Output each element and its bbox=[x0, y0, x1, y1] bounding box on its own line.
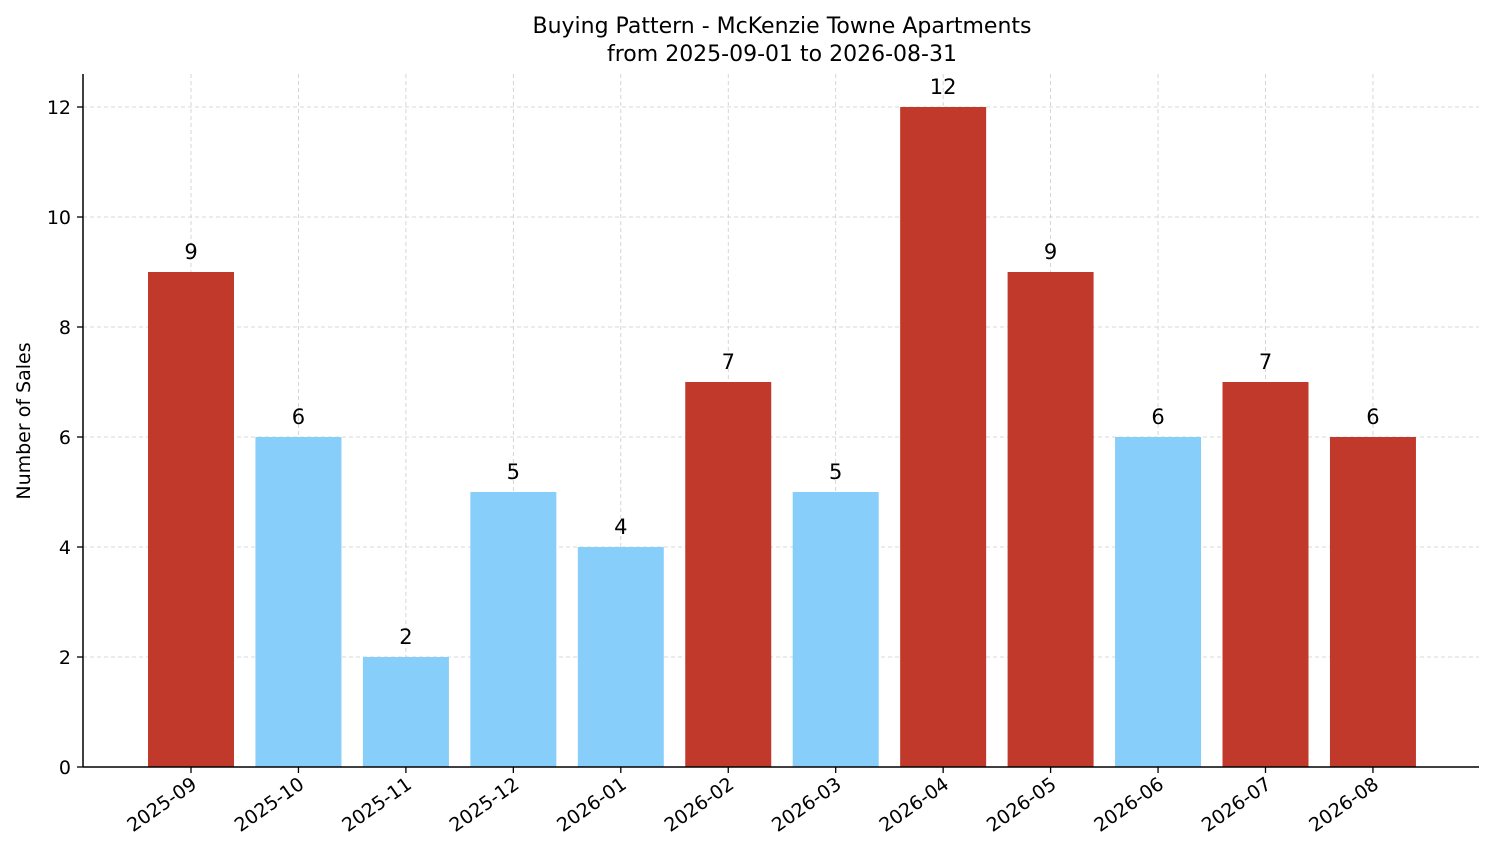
x-tick-label: 2026-06 bbox=[1090, 773, 1168, 837]
bar-2026-07 bbox=[1222, 382, 1309, 767]
bar-value-label: 6 bbox=[1151, 405, 1164, 429]
chart-title-line-2: from 2025-09-01 to 2026-08-31 bbox=[607, 42, 957, 67]
bar-2025-12 bbox=[470, 492, 557, 767]
y-tick-label: 0 bbox=[59, 757, 71, 779]
bar-value-label: 12 bbox=[930, 75, 957, 99]
bar-2026-08 bbox=[1329, 437, 1416, 767]
x-tick-label: 2026-03 bbox=[768, 773, 846, 837]
bar-2026-05 bbox=[1007, 272, 1094, 767]
y-tick-label: 12 bbox=[47, 97, 71, 119]
x-tick-label: 2025-12 bbox=[446, 773, 524, 837]
x-tick-label: 2025-10 bbox=[231, 773, 309, 837]
y-tick-label: 4 bbox=[59, 537, 71, 559]
bar-2026-04 bbox=[900, 107, 987, 767]
bar-value-label: 5 bbox=[829, 460, 842, 484]
y-tick-label: 2 bbox=[59, 647, 71, 669]
x-tick-label: 2026-02 bbox=[660, 773, 738, 837]
bar-value-label: 9 bbox=[1044, 240, 1057, 264]
y-tick-label: 8 bbox=[59, 317, 71, 339]
y-tick-label: 10 bbox=[47, 207, 71, 229]
bar-value-label: 4 bbox=[614, 515, 627, 539]
bar-value-label: 6 bbox=[292, 405, 305, 429]
data-labels: 9 6 2 5 4 7 5 12 9 6 7 6 bbox=[184, 75, 1379, 649]
chart-title: Buying Pattern - McKenzie Towne Apartmen… bbox=[532, 14, 1031, 67]
bar-value-label: 7 bbox=[722, 350, 735, 374]
bar-value-label: 6 bbox=[1366, 405, 1379, 429]
bar-2026-02 bbox=[685, 382, 772, 767]
bar-value-label: 7 bbox=[1259, 350, 1272, 374]
x-tick-label: 2026-04 bbox=[875, 773, 953, 837]
x-tick-label: 2026-05 bbox=[983, 773, 1061, 837]
y-axis-label: Number of Sales bbox=[13, 342, 35, 499]
chart-title-line-1: Buying Pattern - McKenzie Towne Apartmen… bbox=[532, 14, 1031, 39]
bar-value-label: 2 bbox=[399, 625, 412, 649]
y-tick-label: 6 bbox=[59, 427, 71, 449]
x-tick-label: 2026-07 bbox=[1198, 773, 1276, 837]
x-tick-label: 2026-08 bbox=[1305, 773, 1383, 837]
bar-2025-09 bbox=[148, 272, 234, 767]
bars bbox=[148, 107, 1416, 767]
bar-2026-01 bbox=[577, 547, 664, 767]
bar-2025-11 bbox=[362, 657, 449, 767]
bar-2026-03 bbox=[792, 492, 879, 767]
x-tick-label: 2026-01 bbox=[553, 773, 631, 837]
bar-value-label: 9 bbox=[184, 240, 197, 264]
bar-2025-10 bbox=[255, 437, 342, 767]
x-tick-label: 2025-09 bbox=[123, 773, 201, 837]
bar-2026-06 bbox=[1115, 437, 1202, 767]
bar-value-label: 5 bbox=[507, 460, 520, 484]
x-tick-label: 2025-11 bbox=[338, 773, 416, 837]
